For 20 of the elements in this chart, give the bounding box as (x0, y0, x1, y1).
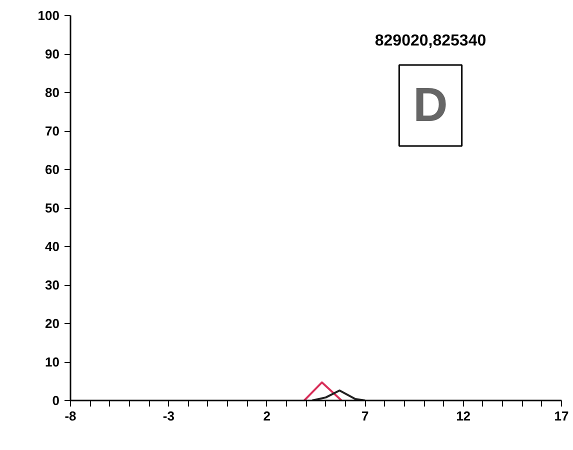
annotation: D (413, 79, 448, 132)
x-tick-label: 2 (263, 408, 271, 424)
y-tick-label: 70 (45, 124, 60, 138)
y-tick-label: 60 (45, 162, 60, 177)
y-tick-label: 10 (45, 354, 60, 370)
y-tick-label: 90 (45, 46, 60, 62)
y-tick-label: 30 (45, 278, 60, 292)
y-tick-label: 80 (45, 85, 60, 100)
line-series (311, 389, 366, 400)
y-tick-label: 0 (52, 393, 60, 408)
x-tick-label: 7 (361, 408, 369, 424)
y-tick-label: 40 (45, 239, 60, 254)
y-tick-label: 50 (45, 200, 60, 216)
y-tick-label: 100 (38, 8, 60, 23)
x-tick-label: -8 (64, 408, 76, 424)
x-tick-label: -3 (162, 408, 174, 424)
y-tick-label: 20 (45, 316, 60, 331)
x-tick-label: 12 (456, 408, 471, 424)
x-tick-label: 17 (554, 408, 569, 424)
text: 829020,825340 (374, 32, 486, 50)
